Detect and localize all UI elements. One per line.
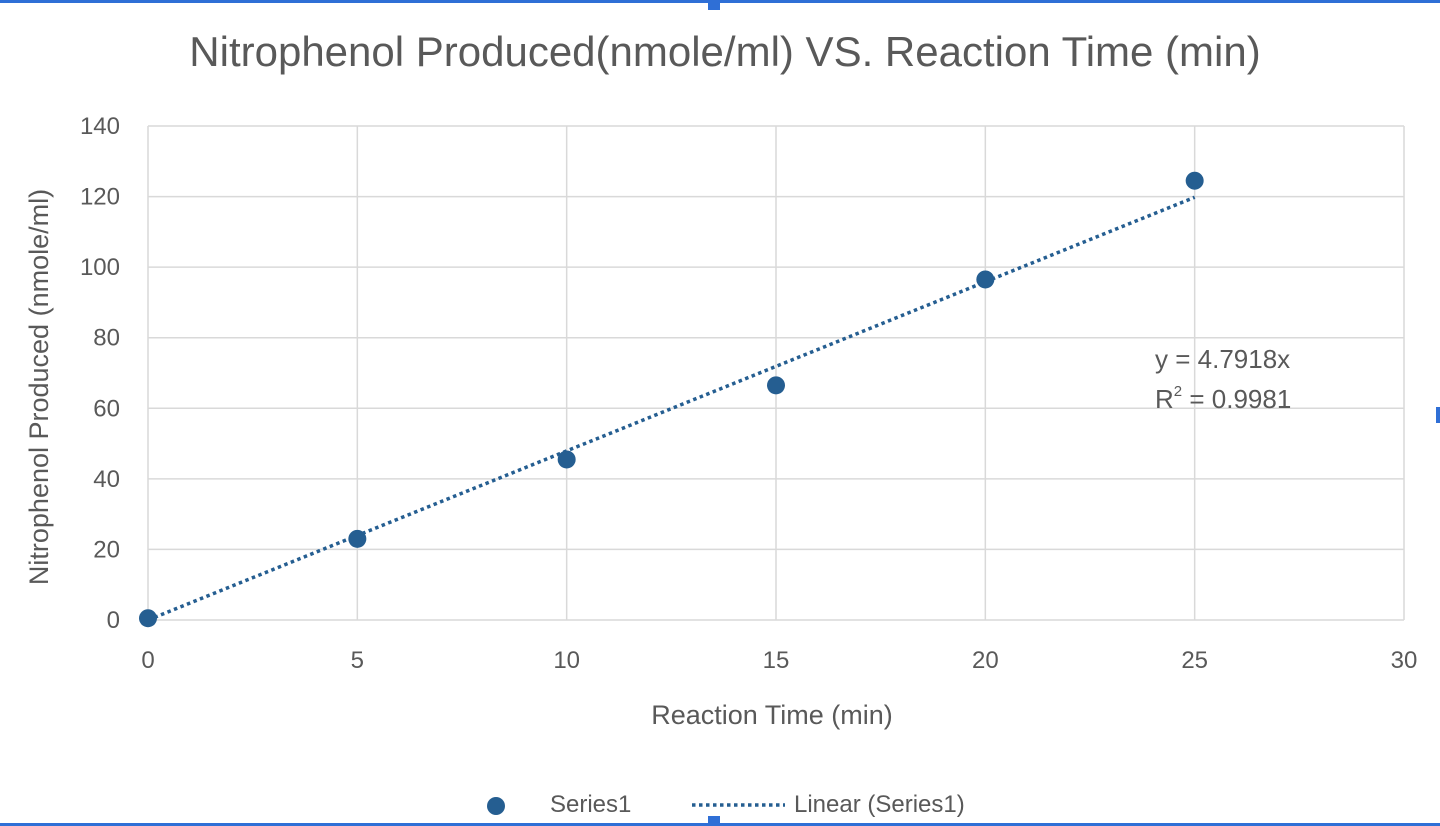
x-tick-label: 0 [141, 647, 154, 674]
trendline [147, 195, 1196, 622]
trendline-equation: y = 4.7918x [1155, 344, 1290, 374]
r-squared-prefix: R [1155, 384, 1174, 414]
x-tick-label: 30 [1391, 647, 1418, 674]
y-tick-label: 0 [107, 607, 120, 634]
data-point[interactable] [1185, 171, 1204, 190]
resize-handle-right[interactable] [1436, 407, 1440, 423]
y-axis-title: Nitrophenol Produced (nmole/ml) [24, 189, 54, 585]
x-tick-label: 25 [1181, 647, 1208, 674]
grid-lines [147, 125, 1405, 621]
y-tick-label: 140 [80, 113, 120, 140]
y-tick-label: 60 [93, 395, 120, 422]
data-point[interactable] [348, 529, 367, 548]
r-squared-value: = 0.9981 [1182, 384, 1291, 414]
resize-handle-bottom[interactable] [708, 816, 720, 826]
trendline-group [147, 195, 1196, 622]
chart-title: Nitrophenol Produced(nmole/ml) VS. React… [189, 28, 1260, 75]
tick-labels: 0 20 40 60 80 100 120 140 0 5 10 15 20 25 30 [80, 113, 1417, 674]
legend-label-trendline: Linear (Series1) [794, 791, 965, 818]
x-axis-title: Reaction Time (min) [651, 700, 893, 730]
y-tick-label: 120 [80, 184, 120, 211]
data-points [139, 171, 1204, 628]
data-point[interactable] [557, 450, 576, 469]
data-point[interactable] [976, 270, 995, 289]
y-tick-label: 80 [93, 325, 120, 352]
legend-label-series1: Series1 [550, 791, 631, 818]
data-point[interactable] [139, 609, 157, 628]
r-squared-superscript: 2 [1174, 383, 1182, 400]
resize-handle-top[interactable] [708, 0, 720, 10]
y-tick-label: 20 [93, 536, 120, 563]
x-tick-label: 20 [972, 647, 999, 674]
y-tick-label: 40 [93, 466, 120, 493]
legend: Series1 Linear (Series1) [487, 791, 965, 818]
legend-marker-series1 [487, 797, 505, 815]
data-point[interactable] [767, 376, 785, 395]
trendline-r-squared: R2 = 0.9981 [1155, 383, 1291, 414]
x-tick-label: 10 [553, 647, 580, 674]
x-tick-label: 15 [763, 647, 790, 674]
y-tick-label: 100 [80, 254, 120, 281]
x-tick-label: 5 [351, 647, 364, 674]
